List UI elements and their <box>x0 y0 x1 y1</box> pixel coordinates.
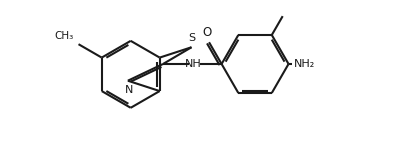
Text: S: S <box>188 33 195 43</box>
Text: CH₃: CH₃ <box>54 31 73 41</box>
Text: O: O <box>203 26 212 39</box>
Text: NH: NH <box>185 59 201 69</box>
Text: N: N <box>125 85 134 95</box>
Text: NH₂: NH₂ <box>294 59 315 69</box>
